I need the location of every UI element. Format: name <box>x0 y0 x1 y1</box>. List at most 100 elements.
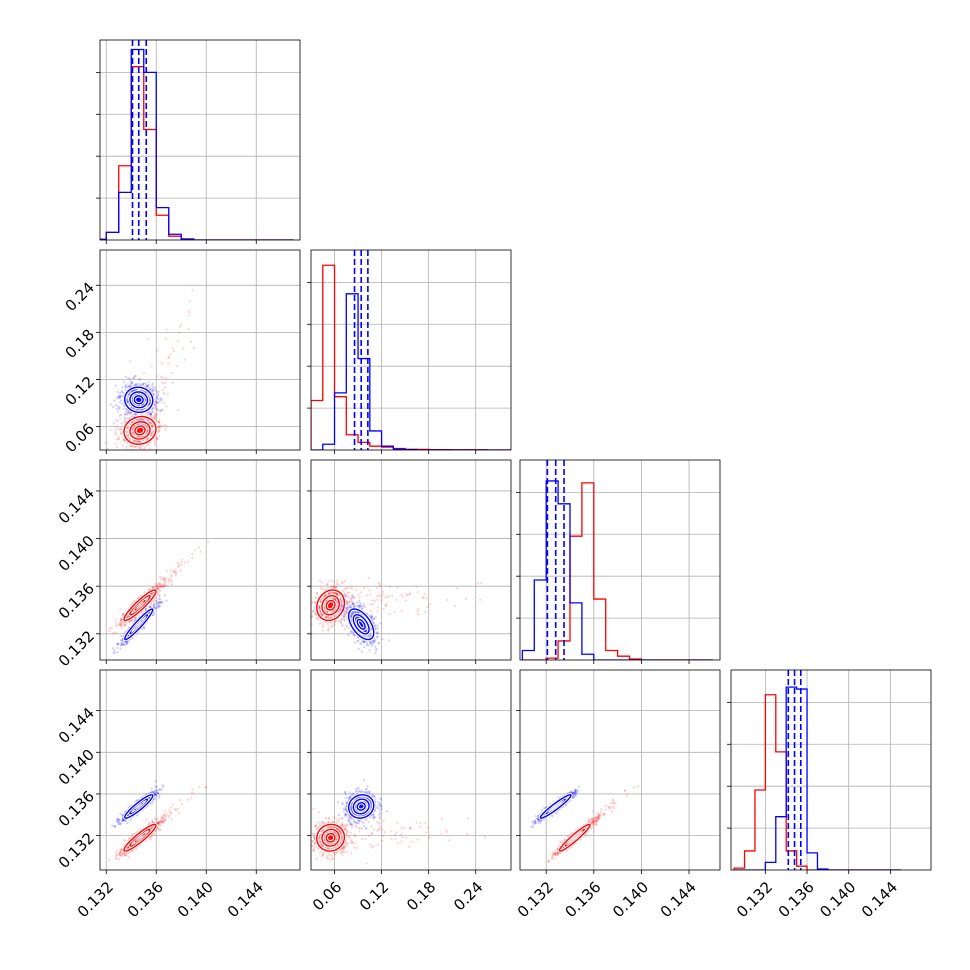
point <box>148 605 151 608</box>
point <box>320 611 323 615</box>
point <box>351 602 354 605</box>
point <box>204 786 208 789</box>
point <box>154 407 157 410</box>
point <box>160 585 163 588</box>
point <box>360 591 363 594</box>
point <box>122 613 125 616</box>
point <box>345 600 348 603</box>
point <box>153 412 156 415</box>
point <box>121 643 125 646</box>
point <box>124 643 127 646</box>
point <box>157 601 160 604</box>
point <box>131 429 134 432</box>
point <box>133 388 137 392</box>
point <box>120 848 123 851</box>
point <box>146 437 150 440</box>
point <box>326 628 329 631</box>
point <box>156 420 159 423</box>
point <box>172 570 175 573</box>
point <box>157 820 160 824</box>
point <box>159 828 162 831</box>
point <box>157 593 160 596</box>
point <box>366 643 369 646</box>
point <box>159 600 162 604</box>
point <box>106 447 109 450</box>
point <box>118 414 121 417</box>
point <box>121 402 124 406</box>
point <box>119 639 123 642</box>
point <box>365 629 368 632</box>
point <box>339 621 342 624</box>
point <box>158 828 161 832</box>
point <box>385 602 388 605</box>
point <box>380 599 384 602</box>
point <box>162 577 166 580</box>
point <box>114 431 117 434</box>
point <box>116 624 119 627</box>
point <box>376 631 379 635</box>
point <box>155 397 159 400</box>
point <box>108 859 111 862</box>
point <box>130 415 134 418</box>
point <box>157 822 160 825</box>
point <box>155 391 158 395</box>
point <box>376 635 379 638</box>
point <box>161 817 164 820</box>
point <box>349 599 352 603</box>
point <box>136 452 138 454</box>
point <box>118 397 121 400</box>
point <box>324 616 327 619</box>
point <box>121 643 124 646</box>
point <box>158 604 162 607</box>
point <box>151 424 154 427</box>
point <box>332 585 336 588</box>
point <box>119 618 123 622</box>
point <box>346 591 349 594</box>
point <box>157 823 161 826</box>
point <box>169 569 172 572</box>
point <box>342 589 345 593</box>
point <box>157 390 160 393</box>
point <box>321 614 324 617</box>
point <box>167 362 170 365</box>
point <box>183 561 186 564</box>
point <box>345 624 348 627</box>
point <box>371 599 374 602</box>
point <box>162 821 165 824</box>
point <box>337 619 341 623</box>
point <box>371 640 374 643</box>
point <box>163 815 166 818</box>
point <box>142 382 145 385</box>
point <box>355 601 359 604</box>
point <box>154 586 157 589</box>
point <box>157 601 160 604</box>
point <box>144 417 147 420</box>
point <box>372 617 375 620</box>
point <box>405 594 408 597</box>
point <box>116 390 119 393</box>
point <box>167 816 171 819</box>
point <box>143 626 146 629</box>
point <box>363 641 366 644</box>
point <box>165 328 168 331</box>
point <box>158 822 161 825</box>
point <box>349 606 352 609</box>
point <box>344 594 347 597</box>
point <box>153 443 156 447</box>
point <box>148 399 152 402</box>
point <box>365 642 369 645</box>
point <box>147 380 150 383</box>
point <box>163 581 167 584</box>
point <box>136 454 138 456</box>
point <box>120 622 123 625</box>
point <box>370 615 373 618</box>
point <box>120 848 123 851</box>
point <box>162 584 165 587</box>
point <box>128 621 132 624</box>
point <box>123 623 126 627</box>
point <box>122 437 125 441</box>
point <box>150 424 153 428</box>
point <box>479 582 483 585</box>
point <box>126 445 129 448</box>
point <box>166 585 169 588</box>
